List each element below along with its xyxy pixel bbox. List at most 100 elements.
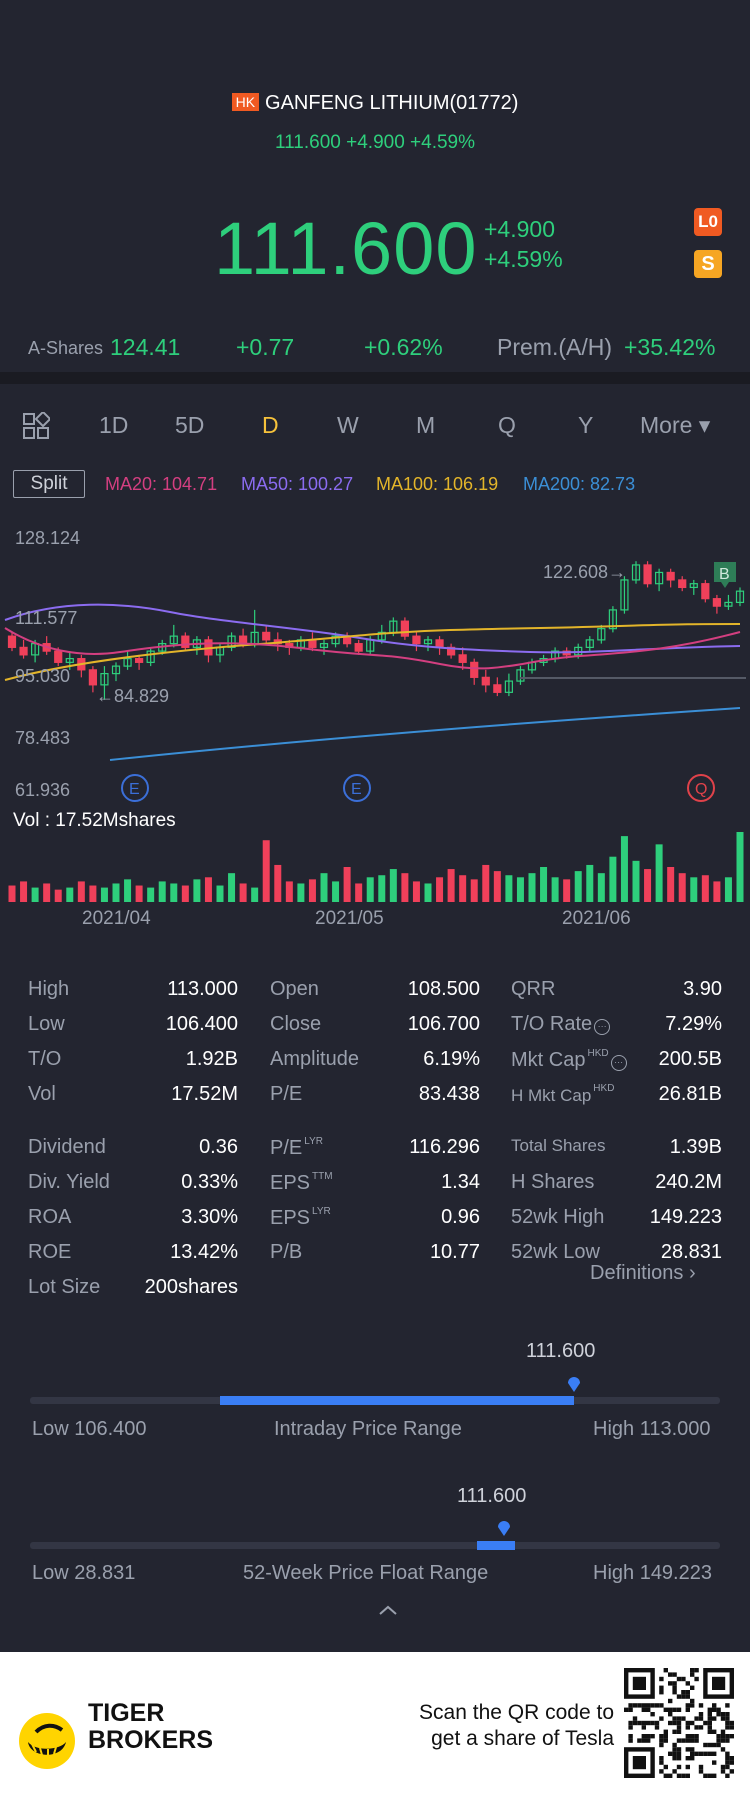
earnings-marker-2-label: E — [351, 781, 362, 798]
candle — [447, 646, 456, 656]
quarter-marker[interactable]: Q — [687, 774, 715, 802]
volume-bar — [424, 883, 432, 902]
candle — [54, 650, 63, 663]
earnings-marker-1[interactable]: E — [121, 774, 149, 802]
stat-label-text: P/E — [270, 1137, 303, 1159]
buy-marker[interactable]: B — [714, 562, 736, 588]
volume-bar — [609, 856, 617, 902]
stat-value-18: 1.34 — [441, 1171, 480, 1193]
tab-daily[interactable]: D — [262, 412, 279, 438]
stat-label-16: Lot Size — [28, 1276, 100, 1299]
candlestick-chart[interactable]: 128.124 111.577 95.030 78.483 61.936 122… — [0, 520, 750, 940]
candle — [111, 665, 121, 675]
stat-value-4: 108.500 — [407, 978, 480, 1000]
volume-bar — [320, 873, 328, 902]
volume-bar — [181, 885, 189, 902]
ma100-label: MA100: 106.19 — [376, 474, 499, 494]
candle — [181, 635, 190, 648]
stat-value-8: 3.90 — [683, 978, 722, 1000]
candle — [678, 579, 687, 589]
volume-bar — [274, 864, 282, 902]
tab-5d[interactable]: 5D — [175, 412, 205, 438]
x-label-3: 2021/06 — [562, 908, 631, 929]
earnings-marker-2[interactable]: E — [343, 774, 371, 802]
volume-bar — [66, 887, 74, 902]
brand-line-2: BROKERS — [88, 1726, 214, 1754]
tab-more[interactable]: More ▾ — [640, 412, 711, 438]
qr-code[interactable] — [624, 1668, 734, 1778]
volume-bar — [644, 869, 652, 902]
volume-bar — [701, 875, 709, 902]
volume-bar — [355, 883, 363, 902]
volume-bar — [540, 867, 548, 902]
candle — [585, 639, 594, 648]
candle — [481, 676, 490, 686]
stat-label-text: Close — [270, 1013, 322, 1035]
tab-weekly[interactable]: W — [337, 412, 359, 438]
candle — [504, 680, 513, 693]
candle — [724, 601, 733, 607]
stat-value-3: 17.52M — [171, 1083, 238, 1105]
info-icon[interactable]: ··· — [610, 1055, 627, 1071]
stat-label-text: Open — [270, 978, 319, 1000]
chevron-up-icon[interactable] — [378, 1604, 398, 1616]
definitions-link[interactable]: Definitions › — [590, 1262, 696, 1285]
stat-label-text: T/O — [28, 1048, 62, 1070]
volume-bar — [493, 871, 501, 902]
candle — [712, 598, 721, 607]
volume-bar — [228, 873, 236, 902]
y-label-3: 95.030 — [15, 666, 70, 686]
y-label-4: 78.483 — [15, 728, 70, 748]
tab-monthly[interactable]: M — [416, 412, 436, 438]
volume-bar — [366, 877, 374, 902]
volume-bar — [124, 879, 132, 902]
tab-yearly[interactable]: Y — [578, 412, 594, 438]
ashares-label: A-Shares — [28, 338, 104, 358]
stat-value-14: 3.30% — [181, 1206, 238, 1228]
volume-bar — [8, 885, 16, 902]
ashares-price: 124.41 — [110, 334, 181, 360]
stat-value-17: 116.296 — [409, 1136, 480, 1158]
stat-value-13: 0.33% — [181, 1171, 238, 1193]
stat-label-0: High — [28, 978, 69, 1001]
volume-bar — [713, 881, 721, 902]
level-badge[interactable]: L0 — [694, 208, 722, 236]
volume-bar — [505, 875, 513, 902]
stat-label-text: T/O Rate — [511, 1013, 593, 1035]
volume-bar — [31, 887, 39, 902]
stat-superscript: LYR — [304, 1136, 323, 1147]
volume-bar — [54, 889, 62, 902]
info-icon[interactable]: ··· — [594, 1019, 611, 1035]
intraday-high: High 113.000 — [593, 1418, 711, 1440]
week52-current-label: 111.600 — [457, 1485, 527, 1507]
stat-label-13: Div. Yield — [28, 1171, 110, 1194]
volume-bar — [389, 869, 397, 902]
volume-bar — [574, 871, 582, 902]
volume-bar — [297, 883, 305, 902]
tab-1d[interactable]: 1D — [99, 412, 129, 438]
candle — [319, 643, 329, 648]
stat-superscript: TTM — [312, 1171, 333, 1182]
change-percent: +4.59% — [484, 246, 563, 272]
stat-label-7: P/E — [270, 1083, 302, 1106]
stock-title: HK GANFENG LITHIUM(01772) — [0, 92, 750, 115]
trade-badge[interactable]: S — [694, 250, 722, 278]
stat-label-text: H Mkt Cap — [511, 1086, 592, 1105]
candle — [412, 635, 421, 645]
layout-grid-icon[interactable] — [22, 412, 50, 440]
split-button[interactable]: Split — [13, 470, 85, 498]
stat-value-1: 106.400 — [165, 1013, 238, 1035]
section-divider — [0, 372, 750, 384]
volume-bar — [459, 875, 467, 902]
tab-quarterly[interactable]: Q — [498, 412, 516, 438]
x-label-1: 2021/04 — [82, 908, 151, 929]
stat-label-text: 52wk Low — [511, 1241, 600, 1263]
definitions-label: Definitions — [590, 1262, 684, 1284]
candle — [65, 658, 74, 663]
stat-label-3: Vol — [28, 1083, 56, 1106]
stat-value-23: 149.223 — [649, 1206, 722, 1228]
stat-value-12: 0.36 — [199, 1136, 238, 1158]
stat-label-text: Lot Size — [28, 1276, 101, 1298]
tiger-logo-icon — [19, 1713, 75, 1769]
volume-bar — [170, 883, 178, 902]
